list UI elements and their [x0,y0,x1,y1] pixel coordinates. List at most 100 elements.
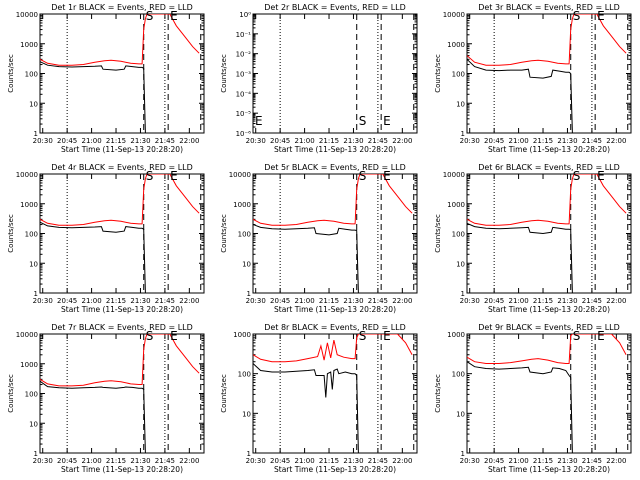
x-tick-label: 22:00 [179,457,199,465]
x-tick-label: 22:00 [392,137,412,145]
x-tick-label: 21:00 [294,137,314,145]
y-tick-label: 1 [247,450,251,458]
x-tick-label: 21:45 [155,297,175,305]
x-tick-label: 21:30 [343,297,363,305]
x-tick-label: 21:00 [81,137,101,145]
x-tick-label: 21:45 [582,137,602,145]
y-tick-label: 10 [456,260,465,268]
series-group [40,334,200,453]
x-tick-label: 21:15 [319,457,339,465]
panel-title: Det 6r BLACK = Events, RED = LLD [478,163,620,172]
y-tick-label: 1 [34,130,38,138]
x-axis-label: Start Time (11-Sep-13 20:28:20) [488,305,610,314]
marker-e-label: E [170,329,178,343]
y-axis-label: Counts/sec [434,54,442,93]
events-series-line [467,58,573,133]
y-tick-label: 10⁻⁶ [236,130,252,138]
lld-series-line [253,174,413,226]
marker-s-label: S [359,169,367,183]
events-series-line [253,224,359,293]
y-axis-label: Counts/sec [220,54,228,93]
y-tick-label: 100 [25,231,38,239]
x-tick-label: 20:45 [57,457,77,465]
x-tick-label: 22:00 [179,297,199,305]
marker-s-label: S [146,329,154,343]
events-series-line [467,361,573,453]
events-series-line [40,221,146,293]
series-group [467,14,627,133]
plot-frame [466,333,632,454]
y-tick-label: 1 [461,130,465,138]
plot-frame [252,333,418,454]
plot-frame [39,333,205,454]
x-axis-label: Start Time (11-Sep-13 20:28:20) [61,305,183,314]
y-tick-label: 100 [452,371,465,379]
marker-s-label: S [146,9,154,23]
lld-series-line [467,334,627,364]
lld-series-line [253,334,413,363]
y-axis-label: Counts/sec [434,374,442,413]
x-tick-label: 22:00 [392,457,412,465]
events-series-line [40,380,146,453]
marker-e-label: E [255,114,263,128]
x-tick-label: 20:45 [484,137,504,145]
marker-e-label: E [170,169,178,183]
y-tick-label: 1000 [447,201,465,209]
x-tick-label: 21:30 [343,137,363,145]
y-axis-label: Counts/sec [220,214,228,253]
x-tick-label: 21:45 [368,297,388,305]
x-tick-label: 20:30 [246,137,266,145]
x-tick-label: 21:30 [130,457,150,465]
x-tick-label: 20:30 [460,457,480,465]
y-axis-label: Counts/sec [7,54,15,93]
y-tick-label: 10 [456,100,465,108]
x-tick-label: 21:45 [155,457,175,465]
y-tick-label: 100 [238,231,251,239]
y-axis-label: Counts/sec [220,374,228,413]
y-tick-label: 1 [461,290,465,298]
x-tick-label: 22:00 [606,137,626,145]
x-tick-label: 20:30 [246,457,266,465]
x-tick-label: 20:30 [460,137,480,145]
plot-frame [39,13,205,134]
panel-det-4r: Det 4r BLACK = Events, RED = LLD 1 10 100 10… [7,163,205,314]
y-tick-label: 10 [29,100,38,108]
y-tick-label: 10000 [16,331,38,339]
marker-e-label: E [597,169,605,183]
y-tick-label: 1 [34,450,38,458]
x-tick-label: 21:30 [557,457,577,465]
marker-e-label: E [597,329,605,343]
x-tick-label: 21:00 [508,297,528,305]
y-tick-label: 10⁻⁴ [236,90,252,98]
x-axis-label: Start Time (11-Sep-13 20:28:20) [488,145,610,154]
x-axis-label: Start Time (11-Sep-13 20:28:20) [488,465,610,474]
x-tick-label: 21:00 [508,137,528,145]
lld-series-line [40,174,200,226]
x-tick-label: 21:30 [557,297,577,305]
series-group [40,174,200,293]
y-tick-label: 1000 [20,361,38,369]
y-tick-label: 1000 [20,41,38,49]
y-tick-label: 1000 [20,201,38,209]
x-tick-label: 20:45 [270,457,290,465]
y-tick-label: 10⁻³ [236,71,252,79]
plot-frame [252,13,418,134]
marker-s-label: S [359,329,367,343]
y-tick-label: 10⁻⁵ [236,110,252,118]
events-series-line [467,222,573,293]
x-tick-label: 21:15 [106,457,126,465]
events-series-line [253,363,359,453]
x-tick-label: 21:45 [368,457,388,465]
y-tick-label: 1000 [233,201,251,209]
y-tick-label: 100 [452,231,465,239]
x-tick-label: 22:00 [606,297,626,305]
x-axis-label: Start Time (11-Sep-13 20:28:20) [274,305,396,314]
panel-title: Det 2r BLACK = Events, RED = LLD [264,3,406,12]
x-tick-label: 20:30 [460,297,480,305]
y-tick-label: 10000 [16,171,38,179]
x-tick-label: 21:15 [533,137,553,145]
y-tick-label: 100 [452,71,465,79]
marker-s-label: S [573,9,581,23]
panel-det-7r: Det 7r BLACK = Events, RED = LLD 1 10 100 10… [7,323,205,474]
x-tick-label: 20:30 [246,297,266,305]
